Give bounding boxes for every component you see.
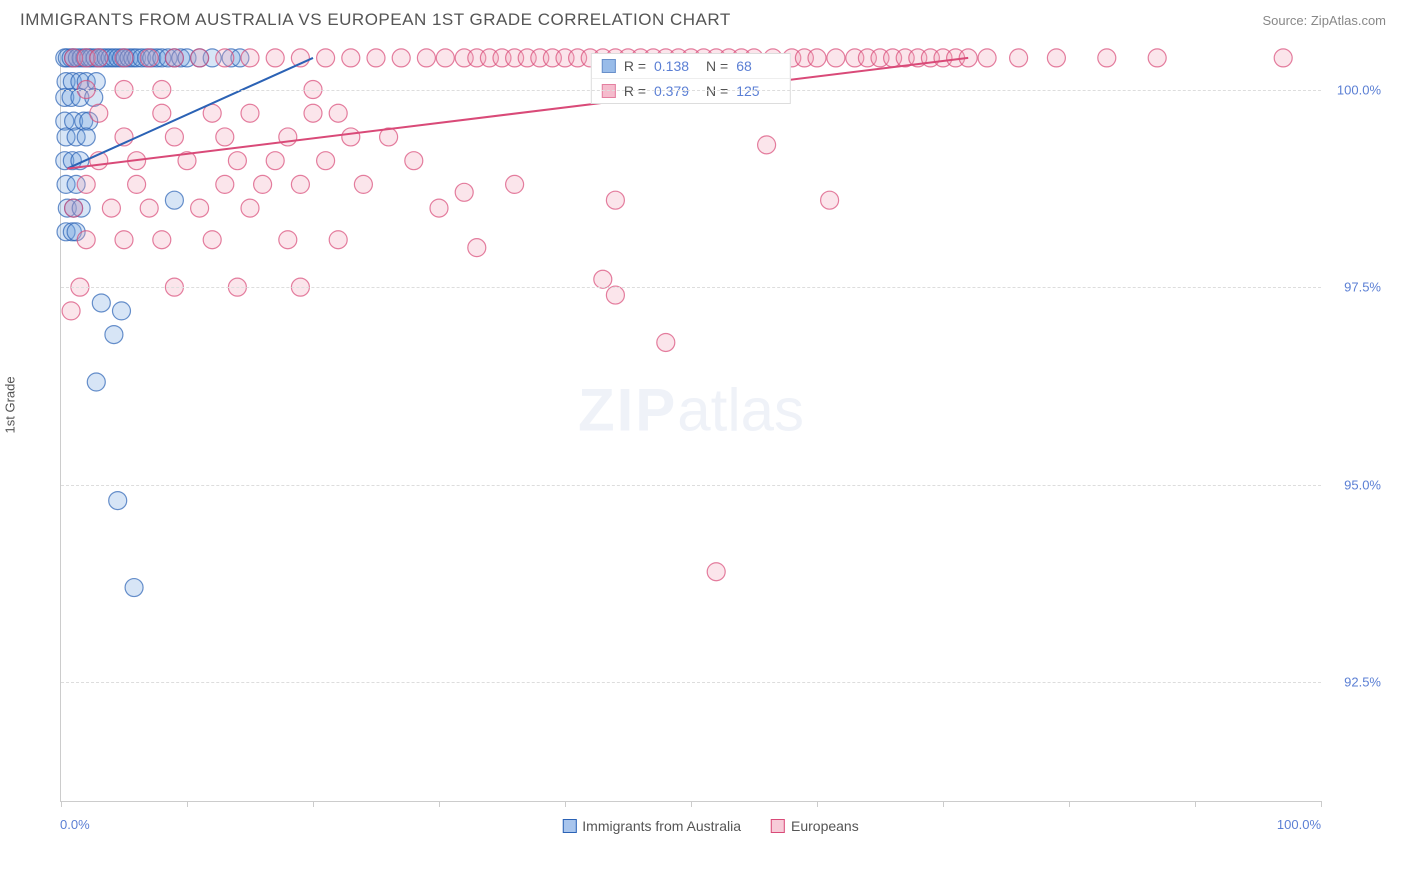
stat-r-label: R = xyxy=(624,83,646,99)
legend-swatch-0-icon xyxy=(562,819,576,833)
x-tick xyxy=(691,801,692,807)
x-tick xyxy=(817,801,818,807)
x-tick xyxy=(943,801,944,807)
stat-r-0: 0.138 xyxy=(654,58,698,74)
x-tick xyxy=(439,801,440,807)
gridline xyxy=(61,485,1321,486)
chart-container: 1st Grade ZIPatlas R = 0.138 N = 68 R = … xyxy=(30,50,1391,842)
stat-n-1: 125 xyxy=(736,83,780,99)
stat-row-series-1: R = 0.379 N = 125 xyxy=(592,79,790,103)
stat-n-label: N = xyxy=(706,83,728,99)
y-tick-label: 100.0% xyxy=(1326,82,1381,97)
x-tick xyxy=(187,801,188,807)
x-tick xyxy=(1321,801,1322,807)
scatter-svg xyxy=(61,50,1321,801)
legend-label-1: Europeans xyxy=(791,818,859,834)
x-tick xyxy=(61,801,62,807)
chart-title: IMMIGRANTS FROM AUSTRALIA VS EUROPEAN 1S… xyxy=(20,10,731,30)
stat-row-series-0: R = 0.138 N = 68 xyxy=(592,54,790,79)
chart-source: Source: ZipAtlas.com xyxy=(1262,13,1386,28)
swatch-series-0-icon xyxy=(602,59,616,73)
y-tick-label: 97.5% xyxy=(1326,280,1381,295)
swatch-series-1-icon xyxy=(602,84,616,98)
legend-item-1: Europeans xyxy=(771,818,859,834)
y-tick-label: 95.0% xyxy=(1326,477,1381,492)
gridline xyxy=(61,90,1321,91)
legend-swatch-1-icon xyxy=(771,819,785,833)
x-tick xyxy=(1069,801,1070,807)
plot-area: ZIPatlas R = 0.138 N = 68 R = 0.379 N = … xyxy=(60,50,1321,802)
stat-legend: R = 0.138 N = 68 R = 0.379 N = 125 xyxy=(591,53,791,104)
bottom-legend: Immigrants from Australia Europeans xyxy=(562,818,858,834)
gridline xyxy=(61,682,1321,683)
x-axis-min-label: 0.0% xyxy=(60,817,90,832)
chart-header: IMMIGRANTS FROM AUSTRALIA VS EUROPEAN 1S… xyxy=(0,0,1406,35)
gridline xyxy=(61,287,1321,288)
stat-n-0: 68 xyxy=(736,58,780,74)
x-axis-max-label: 100.0% xyxy=(1277,817,1321,832)
stat-r-1: 0.379 xyxy=(654,83,698,99)
y-tick-label: 92.5% xyxy=(1326,675,1381,690)
x-tick xyxy=(313,801,314,807)
stat-n-label: N = xyxy=(706,58,728,74)
x-tick xyxy=(1195,801,1196,807)
x-tick xyxy=(565,801,566,807)
y-axis-label: 1st Grade xyxy=(3,376,18,433)
stat-r-label: R = xyxy=(624,58,646,74)
legend-label-0: Immigrants from Australia xyxy=(582,818,741,834)
legend-item-0: Immigrants from Australia xyxy=(562,818,741,834)
